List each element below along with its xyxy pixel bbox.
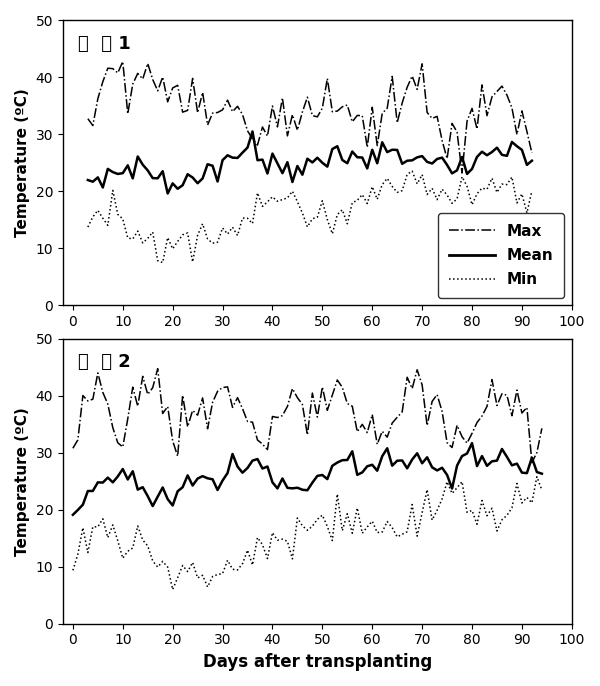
- Min: [404, 528, 411, 536]
- Max: [404, 373, 411, 381]
- Min: [154, 563, 161, 571]
- Y-axis label: Temperature (ºC): Temperature (ºC): [15, 407, 30, 556]
- Min: [144, 235, 151, 243]
- Max: [164, 97, 171, 106]
- Mean: [129, 174, 136, 182]
- Line: Mean: Mean: [73, 443, 542, 514]
- Max: [144, 60, 151, 68]
- Min: [129, 235, 136, 243]
- Max: [89, 395, 97, 403]
- Mean: [413, 449, 421, 458]
- Text: 시  험 1: 시 험 1: [78, 35, 131, 53]
- Mean: [469, 439, 476, 447]
- Max: [299, 108, 306, 116]
- Min: [424, 486, 431, 494]
- Max: [69, 444, 76, 452]
- Line: Max: Max: [88, 62, 532, 173]
- Min: [419, 508, 426, 517]
- Line: Min: Min: [88, 171, 532, 263]
- Min: [89, 523, 97, 531]
- Min: [169, 585, 176, 593]
- Text: 시  험 2: 시 험 2: [78, 353, 131, 371]
- Max: [419, 381, 426, 389]
- Min: [299, 209, 306, 217]
- Max: [424, 421, 431, 429]
- Mean: [164, 189, 171, 198]
- Mean: [299, 171, 306, 179]
- Line: Min: Min: [73, 477, 542, 589]
- Mean: [69, 510, 76, 519]
- Mean: [434, 155, 441, 163]
- Min: [538, 486, 545, 495]
- Mean: [398, 456, 406, 464]
- Max: [389, 72, 396, 80]
- Line: Max: Max: [73, 368, 542, 462]
- X-axis label: Days after transplanting: Days after transplanting: [203, 653, 432, 671]
- Mean: [528, 156, 535, 165]
- Min: [533, 473, 541, 481]
- Legend: Max, Mean, Min: Max, Mean, Min: [438, 213, 564, 298]
- Mean: [389, 145, 396, 154]
- Max: [538, 424, 545, 432]
- Min: [434, 196, 441, 204]
- Max: [154, 364, 161, 372]
- Min: [394, 533, 401, 541]
- Min: [164, 233, 171, 241]
- Max: [129, 80, 136, 88]
- Max: [528, 458, 535, 466]
- Mean: [89, 487, 97, 495]
- Mean: [538, 470, 545, 478]
- Mean: [154, 493, 161, 501]
- Max: [528, 149, 535, 157]
- Min: [389, 182, 396, 191]
- Line: Mean: Mean: [88, 132, 532, 193]
- Mean: [419, 459, 426, 467]
- Y-axis label: Temperature (ºC): Temperature (ºC): [15, 88, 30, 237]
- Max: [159, 410, 166, 418]
- Max: [434, 113, 441, 121]
- Min: [69, 566, 76, 574]
- Mean: [144, 166, 151, 174]
- Max: [394, 413, 401, 421]
- Mean: [389, 462, 396, 470]
- Min: [528, 187, 535, 195]
